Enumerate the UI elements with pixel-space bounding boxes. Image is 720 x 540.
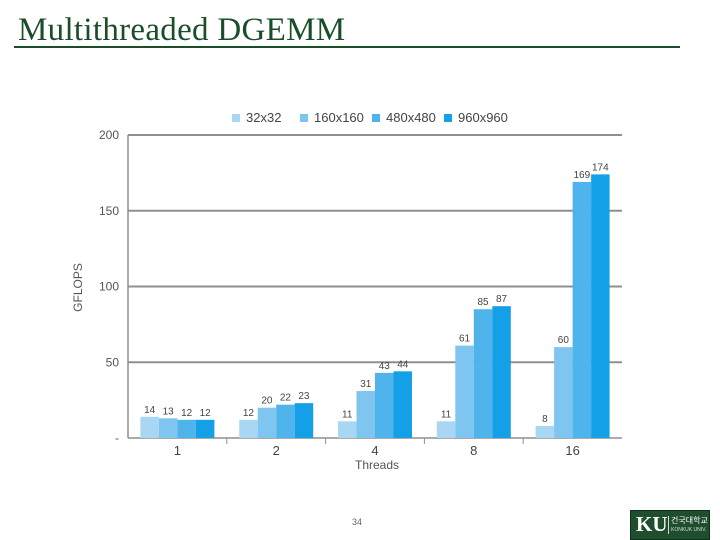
bar-160x160-threads-4 bbox=[356, 391, 375, 438]
logo-mark: KU bbox=[636, 512, 668, 536]
bar-960x960-threads-4 bbox=[393, 371, 412, 438]
legend-label-160x160: 160x160 bbox=[314, 110, 364, 125]
data-label: 60 bbox=[558, 335, 570, 346]
y-axis-label: GFLOPS bbox=[71, 263, 85, 312]
bar-480x480-threads-16 bbox=[572, 181, 592, 438]
x-tick-label: 8 bbox=[470, 443, 477, 458]
x-tick-label: 16 bbox=[565, 443, 579, 458]
bar-32x32-threads-1 bbox=[140, 416, 159, 438]
bar-960x960-threads-2 bbox=[294, 403, 314, 438]
bar-32x32-threads-16 bbox=[535, 425, 555, 438]
y-tick-label: 50 bbox=[106, 355, 120, 369]
university-logo: KU 건국대학교 KONKUK UNIV. bbox=[630, 510, 710, 540]
x-axis-label: Threads bbox=[355, 458, 399, 472]
bar-480x480-threads-4 bbox=[375, 372, 394, 438]
legend-swatch-160x160 bbox=[300, 114, 308, 122]
bar-960x960-threads-16 bbox=[591, 174, 610, 438]
bar-160x160-threads-16 bbox=[554, 347, 573, 438]
logo-korean-name: 건국대학교 bbox=[671, 516, 708, 525]
x-tick-label: 4 bbox=[371, 443, 378, 458]
data-label: 8 bbox=[542, 414, 548, 425]
bar-160x160-threads-8 bbox=[455, 345, 474, 438]
data-label: 44 bbox=[397, 359, 409, 370]
data-label: 174 bbox=[592, 162, 609, 173]
data-label: 169 bbox=[574, 170, 591, 181]
title-underline bbox=[14, 46, 680, 48]
legend-swatch-480x480 bbox=[372, 114, 380, 122]
bar-960x960-threads-1 bbox=[195, 419, 215, 438]
bar-32x32-threads-4 bbox=[338, 421, 357, 438]
data-label: 11 bbox=[441, 409, 452, 420]
data-label: 12 bbox=[243, 408, 255, 419]
data-label: 23 bbox=[298, 391, 310, 402]
y-tick-label: 200 bbox=[99, 128, 119, 142]
x-tick-label: 2 bbox=[273, 443, 280, 458]
logo-separator bbox=[668, 516, 669, 534]
bar-480x480-threads-8 bbox=[473, 309, 493, 438]
data-label: 14 bbox=[144, 405, 156, 416]
logo-english-name: KONKUK UNIV. bbox=[671, 527, 707, 533]
bar-160x160-threads-1 bbox=[158, 418, 178, 438]
data-label: 12 bbox=[181, 408, 193, 419]
data-label: 22 bbox=[280, 393, 292, 404]
y-tick-label: - bbox=[115, 431, 119, 445]
data-label: 85 bbox=[477, 297, 489, 308]
page-number: 34 bbox=[352, 517, 363, 527]
data-label: 12 bbox=[200, 408, 212, 419]
bar-32x32-threads-8 bbox=[436, 421, 456, 438]
legend-swatch-32x32 bbox=[232, 114, 240, 122]
slide-title: Multithreaded DGEMM bbox=[18, 12, 346, 48]
data-label: 20 bbox=[261, 396, 273, 407]
legend-label-480x480: 480x480 bbox=[386, 110, 436, 125]
bar-160x160-threads-2 bbox=[257, 407, 277, 438]
y-tick-label: 100 bbox=[99, 280, 119, 294]
bar-480x480-threads-2 bbox=[276, 404, 295, 438]
bar-960x960-threads-8 bbox=[492, 306, 511, 438]
data-label: 43 bbox=[379, 361, 391, 372]
data-label: 13 bbox=[163, 406, 175, 417]
data-label: 87 bbox=[496, 294, 508, 305]
data-label: 61 bbox=[459, 334, 471, 345]
legend-label-32x32: 32x32 bbox=[246, 110, 281, 125]
bar-480x480-threads-1 bbox=[177, 419, 196, 438]
data-label: 31 bbox=[360, 379, 372, 390]
x-tick-label: 1 bbox=[174, 443, 181, 458]
legend-label-960x960: 960x960 bbox=[458, 110, 508, 125]
bar-32x32-threads-2 bbox=[239, 419, 258, 438]
data-label: 11 bbox=[342, 409, 353, 420]
y-tick-label: 150 bbox=[99, 204, 119, 218]
legend-swatch-960x960 bbox=[444, 114, 452, 122]
